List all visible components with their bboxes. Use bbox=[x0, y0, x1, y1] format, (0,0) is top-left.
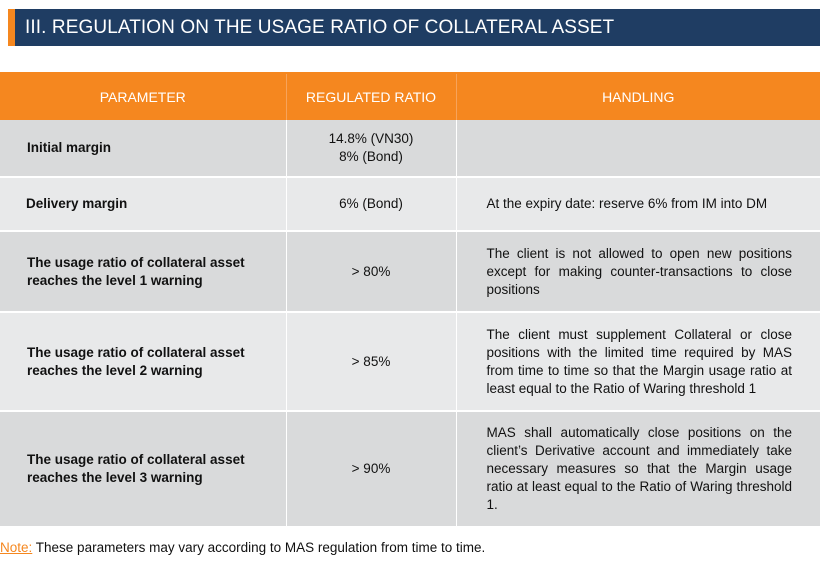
table-row: The usage ratio of collateral asset reac… bbox=[0, 231, 820, 313]
row-parameter: The usage ratio of collateral asset reac… bbox=[0, 411, 287, 528]
row-handling: At the expiry date: reserve 6% from IM i… bbox=[456, 177, 820, 232]
note-text: These parameters may vary according to M… bbox=[32, 540, 486, 555]
row-ratio: > 85% bbox=[286, 312, 457, 412]
footnote: Note: These parameters may vary accordin… bbox=[0, 540, 485, 555]
row-ratio: 6% (Bond) bbox=[286, 177, 457, 232]
title-accent-stripe bbox=[8, 9, 15, 46]
header-handling: HANDLING bbox=[456, 74, 820, 120]
row-handling: MAS shall automatically close positions … bbox=[456, 411, 820, 528]
ratio-line: 8% (Bond) bbox=[339, 149, 403, 164]
ratio-line: 6% (Bond) bbox=[339, 196, 403, 211]
row-handling: The client is not allowed to open new po… bbox=[456, 231, 820, 313]
section-title-bar: III. REGULATION ON THE USAGE RATIO OF CO… bbox=[8, 9, 820, 46]
table-header-row: PARAMETER REGULATED RATIO HANDLING bbox=[0, 74, 820, 120]
table-row: The usage ratio of collateral asset reac… bbox=[0, 312, 820, 412]
regulation-table: PARAMETER REGULATED RATIO HANDLING Initi… bbox=[0, 74, 820, 528]
ratio-line: > 90% bbox=[351, 461, 391, 476]
row-handling: The client must supplement Collateral or… bbox=[456, 312, 820, 412]
ratio-line: 14.8% (VN30) bbox=[328, 131, 414, 146]
header-regulated-ratio: REGULATED RATIO bbox=[286, 74, 457, 120]
row-parameter: Initial margin bbox=[0, 120, 287, 178]
ratio-line: > 80% bbox=[351, 263, 391, 279]
row-ratio: > 90% bbox=[286, 411, 457, 528]
section-title: III. REGULATION ON THE USAGE RATIO OF CO… bbox=[25, 17, 615, 38]
row-ratio: > 80% bbox=[286, 231, 457, 313]
header-parameter: PARAMETER bbox=[0, 74, 287, 120]
table-top-rule bbox=[0, 72, 820, 74]
table-row: Delivery margin 6% (Bond) At the expiry … bbox=[0, 177, 820, 232]
table-row: The usage ratio of collateral asset reac… bbox=[0, 411, 820, 528]
row-parameter: The usage ratio of collateral asset reac… bbox=[0, 231, 287, 313]
ratio-line: > 85% bbox=[351, 353, 391, 369]
row-parameter: Delivery margin bbox=[0, 177, 287, 232]
row-parameter: The usage ratio of collateral asset reac… bbox=[0, 312, 287, 412]
row-handling bbox=[456, 120, 820, 178]
row-ratio: 14.8% (VN30) 8% (Bond) bbox=[286, 120, 457, 178]
table-row: Initial margin 14.8% (VN30) 8% (Bond) bbox=[0, 120, 820, 178]
note-label: Note: bbox=[0, 540, 33, 555]
